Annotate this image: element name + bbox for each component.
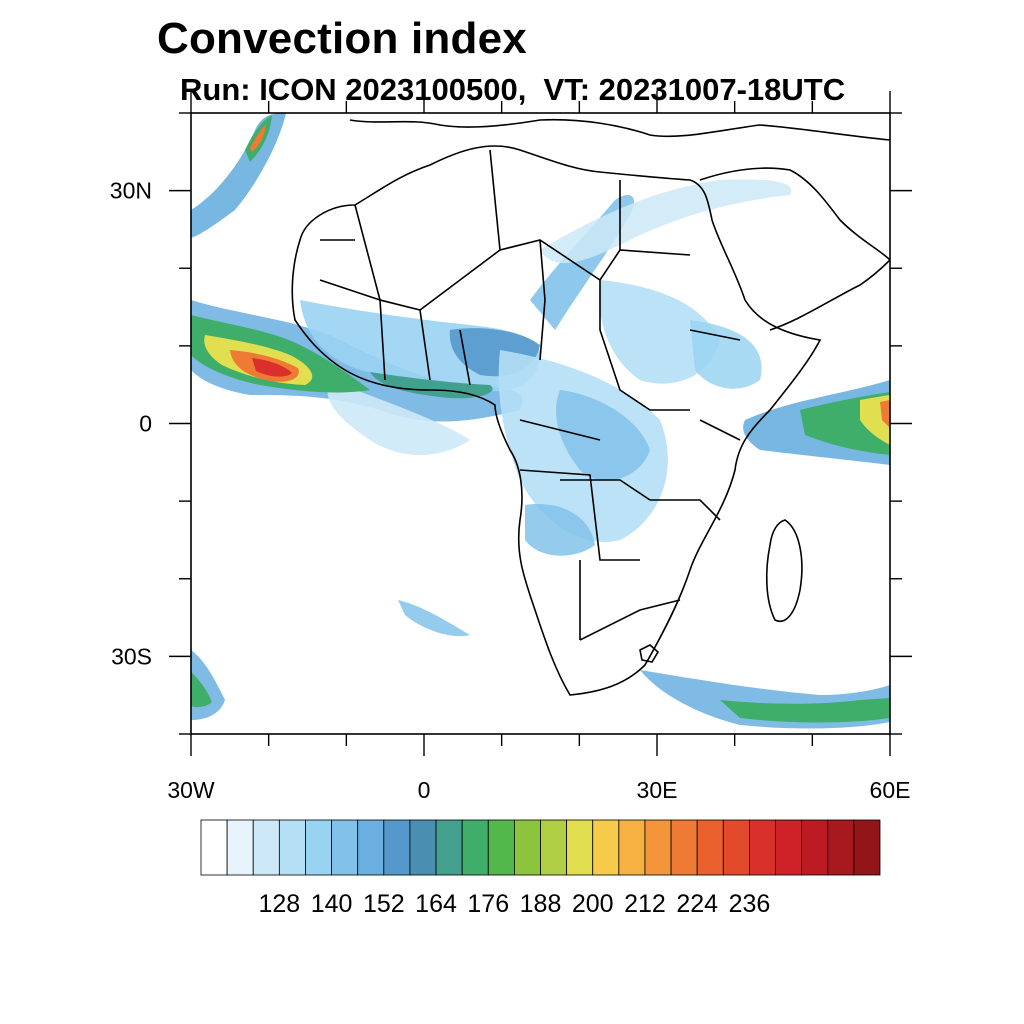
colorbar-swatch: [513, 819, 541, 876]
field-sahara-light: [540, 179, 792, 264]
colorbar-swatch: [775, 819, 803, 876]
colorbar-swatch: [644, 819, 672, 876]
colorbar-tick-label: 236: [729, 890, 771, 918]
colorbar-swatch: [722, 819, 750, 876]
map-axes: 30W 0 30E 60E 30N 0 30S: [110, 91, 912, 803]
colorbar-swatch: [226, 819, 254, 876]
borders: [319, 149, 741, 641]
field-southern-green: [720, 698, 890, 723]
madagascar: [765, 519, 803, 622]
colorbar-swatch: [252, 819, 280, 876]
field-itcz-light: [327, 380, 470, 455]
colorbar-swatch: [696, 819, 724, 876]
colorbar-swatch: [383, 819, 411, 876]
colorbar-swatch: [305, 819, 332, 876]
colorbar-tick-label: 212: [624, 890, 666, 918]
colorbar-tick-label: 200: [572, 890, 614, 918]
field-angola: [525, 504, 595, 556]
colorbar-tick-label: 128: [258, 890, 300, 918]
field-satlantic: [398, 600, 470, 637]
chart-subtitle: Run: ICON 2023100500, VT: 20231007-18UTC: [180, 72, 846, 107]
y-tick-label: 0: [139, 411, 152, 437]
colorbar-swatch: [618, 819, 646, 876]
africa-coastline: [291, 145, 822, 696]
colorbar-swatch: [461, 819, 489, 876]
colorbar-swatch: [592, 819, 620, 876]
colorbar-tick-label: 140: [311, 890, 353, 918]
chart-title: Convection index: [157, 14, 527, 63]
field-indian-orange: [880, 400, 890, 428]
x-tick-label: 0: [418, 777, 431, 803]
field-guinea-green: [370, 372, 493, 399]
colorbar-swatch: [540, 819, 568, 876]
colorbar-swatch: [566, 819, 594, 876]
colorbar-swatch: [853, 819, 881, 876]
y-tick-label: 30N: [110, 178, 152, 204]
lesotho: [639, 644, 660, 663]
field-ethiopia: [690, 320, 762, 389]
colorbar-swatch: [357, 819, 385, 876]
x-tick-label: 30E: [637, 777, 678, 803]
arabia-coastline: [699, 167, 890, 331]
colorbar: 128 140 152 164 176 188 200 212 224 236: [200, 819, 881, 918]
field-itcz-red: [252, 358, 292, 377]
colorbar-swatch: [409, 819, 437, 876]
colorbar-swatch: [331, 819, 359, 876]
colorbar-swatch: [435, 819, 463, 876]
x-tick-label: 60E: [870, 777, 911, 803]
field-nw-atlantic: [191, 113, 286, 238]
europe-coast: [349, 118, 890, 141]
colorbar-tick-label: 188: [520, 890, 562, 918]
colorbar-tick-label: 164: [415, 890, 457, 918]
field-sw-green: [191, 672, 212, 708]
colorbar-swatch: [487, 819, 515, 876]
x-tick-label: 30W: [167, 777, 215, 803]
colorbar-swatch: [801, 819, 829, 876]
colorbar-swatch: [827, 819, 855, 876]
colorbar-tick-label: 152: [363, 890, 405, 918]
field-sudan: [599, 280, 720, 384]
convection-field: [191, 113, 890, 729]
colorbar-swatch: [749, 819, 776, 876]
colorbar-tick-label: 176: [467, 890, 509, 918]
colorbar-swatch: [278, 819, 306, 876]
colorbar-tick-label: 224: [676, 890, 718, 918]
colorbar-swatch: [200, 819, 228, 876]
field-central-mid: [556, 390, 650, 481]
y-tick-label: 30S: [111, 643, 152, 669]
coastlines: [291, 118, 890, 696]
field-nw-orange: [250, 124, 266, 152]
colorbar-swatch: [670, 819, 698, 876]
